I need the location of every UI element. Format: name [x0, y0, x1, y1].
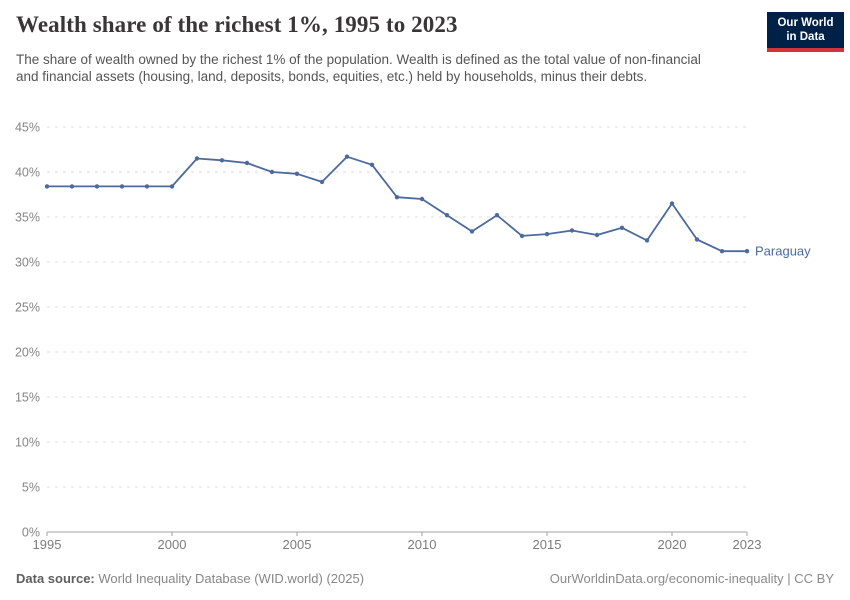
- y-tick-label: 25%: [15, 301, 40, 315]
- data-point[interactable]: [369, 162, 375, 167]
- data-point[interactable]: [294, 171, 300, 176]
- data-point[interactable]: [244, 160, 250, 166]
- y-tick-label: 40%: [15, 166, 40, 180]
- data-point[interactable]: [444, 213, 450, 218]
- page-title: Wealth share of the richest 1%, 1995 to …: [16, 12, 458, 37]
- footer-separator: |: [783, 571, 795, 586]
- data-source-value: World Inequality Database (WID.world) (2…: [98, 571, 365, 586]
- series-line[interactable]: [46, 155, 748, 253]
- data-point[interactable]: [469, 229, 475, 234]
- data-point[interactable]: [319, 179, 325, 185]
- data-point[interactable]: [669, 201, 675, 206]
- y-tick-label: 15%: [15, 391, 40, 405]
- data-source: Data source: World Inequality Database (…: [16, 571, 364, 586]
- data-point[interactable]: [719, 249, 725, 254]
- data-point[interactable]: [569, 228, 575, 233]
- x-tick-label: 2020: [658, 537, 687, 552]
- data-point[interactable]: [494, 213, 500, 218]
- x-tick-label: 2000: [158, 537, 187, 552]
- chart-subtitle: The share of wealth owned by the richest…: [16, 52, 701, 84]
- y-tick-label: 35%: [15, 211, 40, 225]
- data-point[interactable]: [594, 232, 600, 238]
- y-tick-label: 0%: [22, 526, 40, 540]
- data-source-label: Data source:: [16, 571, 95, 586]
- y-tick-label: 30%: [15, 256, 40, 270]
- y-tick-label: 5%: [22, 481, 40, 495]
- owid-logo[interactable]: Our World in Data: [767, 12, 844, 52]
- data-point[interactable]: [269, 169, 275, 175]
- data-point[interactable]: [394, 195, 400, 200]
- chart-footer: Data source: World Inequality Database (…: [16, 571, 834, 586]
- data-point[interactable]: [644, 238, 650, 243]
- data-point[interactable]: [744, 249, 750, 254]
- data-point[interactable]: [694, 237, 700, 242]
- owid-logo-line2: in Data: [786, 30, 825, 43]
- footer-links: OurWorldinData.org/economic-inequality |…: [550, 571, 834, 586]
- footer-license[interactable]: CC BY: [794, 571, 834, 586]
- y-tick-label: 10%: [15, 436, 40, 450]
- x-tick-label: 2005: [283, 537, 312, 552]
- footer-url[interactable]: OurWorldinData.org/economic-inequality: [549, 571, 784, 586]
- data-point[interactable]: [69, 184, 75, 189]
- data-point[interactable]: [94, 184, 100, 189]
- data-point[interactable]: [544, 231, 550, 237]
- data-point[interactable]: [519, 233, 525, 239]
- x-tick-label: 2010: [408, 537, 437, 552]
- data-point[interactable]: [144, 184, 150, 189]
- data-point[interactable]: [194, 156, 200, 161]
- data-point[interactable]: [344, 154, 350, 159]
- data-point[interactable]: [44, 184, 50, 189]
- data-point[interactable]: [169, 184, 175, 189]
- data-point[interactable]: [119, 184, 125, 189]
- x-tick-label: 1995: [33, 537, 62, 552]
- y-tick-label: 20%: [15, 346, 40, 360]
- y-tick-label: 45%: [15, 121, 40, 135]
- x-tick-label: 2015: [533, 537, 562, 552]
- data-point[interactable]: [619, 225, 625, 230]
- x-tick-label: 2023: [733, 537, 762, 552]
- series-label[interactable]: Paraguay: [755, 244, 811, 259]
- data-point[interactable]: [419, 196, 425, 202]
- data-point[interactable]: [219, 158, 225, 163]
- owid-logo-line1: Our World: [777, 17, 834, 29]
